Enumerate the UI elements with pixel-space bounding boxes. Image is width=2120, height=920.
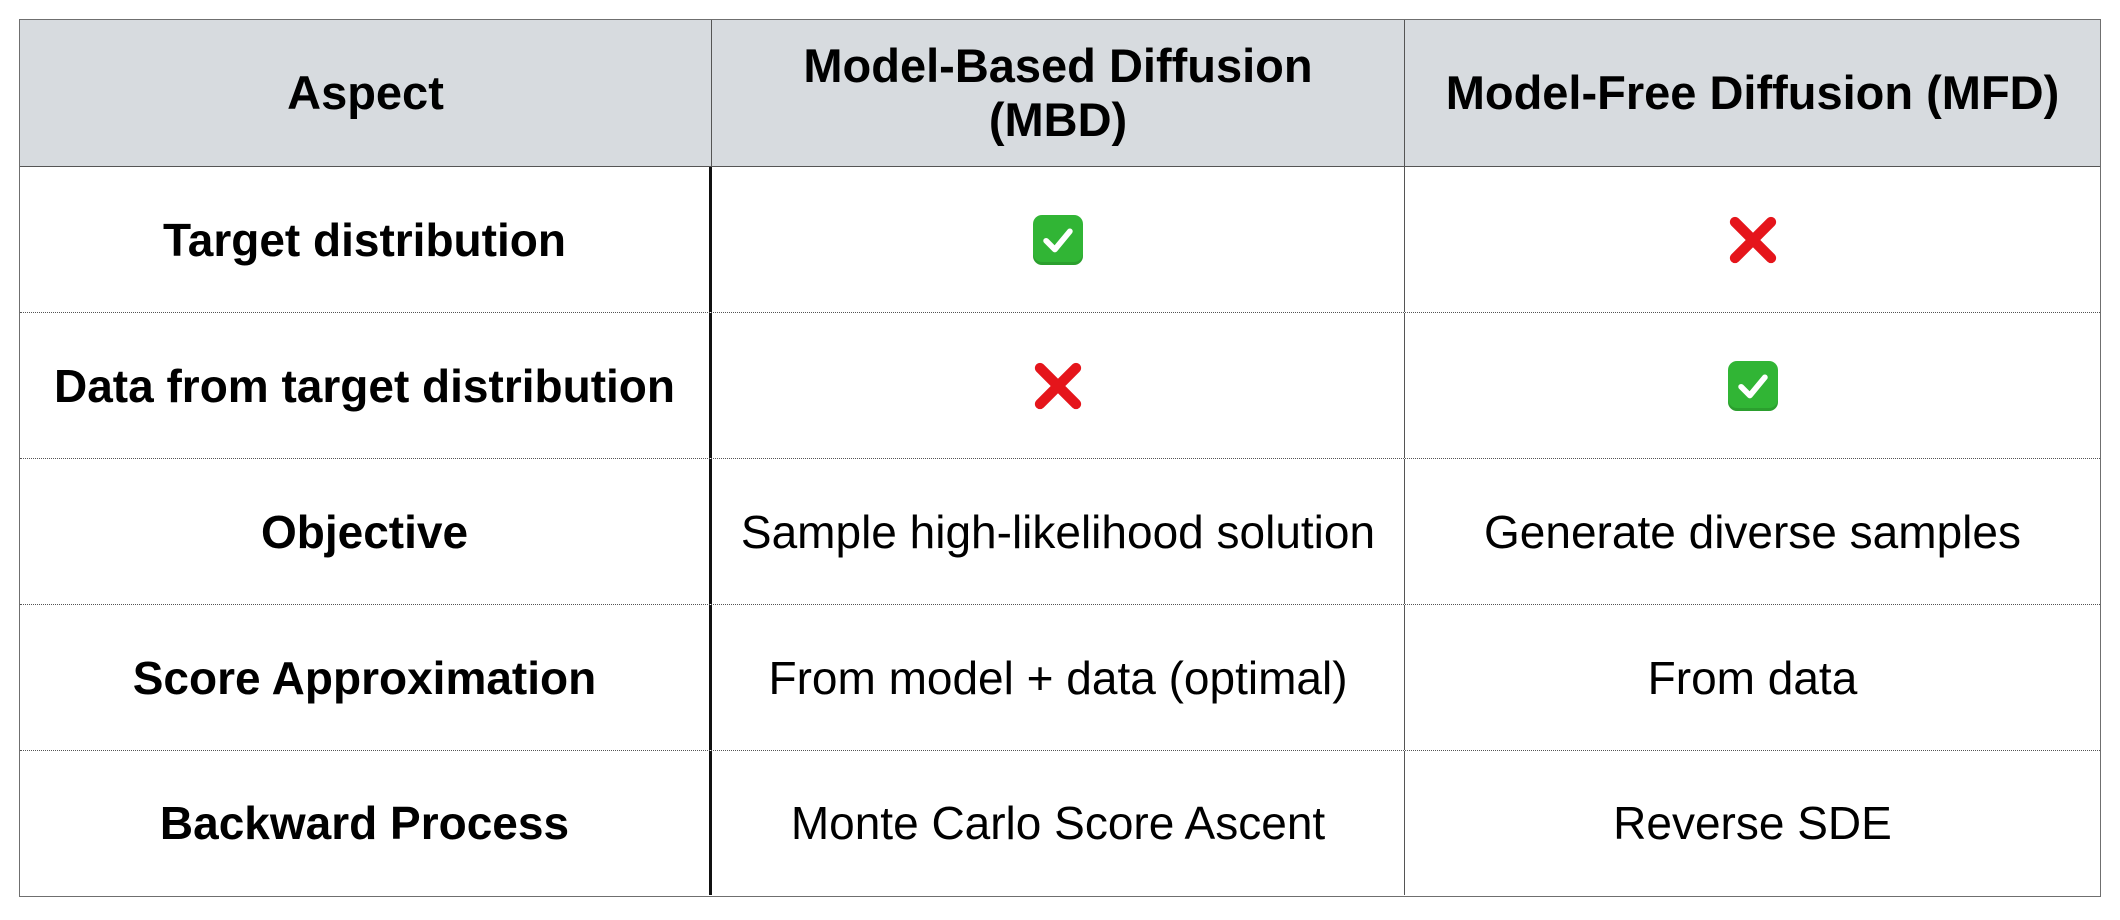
header-model-based-diffusion: Model-Based Diffusion (MBD) (712, 20, 1405, 166)
header-model-free-diffusion: Model-Free Diffusion (MFD) (1445, 66, 2060, 119)
mbd-score-approximation-cell: From model + data (optimal) (712, 605, 1405, 750)
mbd-backward-process-cell: Monte Carlo Score Ascent (712, 751, 1405, 895)
comparison-table: Aspect Model-Based Diffusion (MBD) Model… (19, 19, 2101, 897)
table-header-row: Aspect Model-Based Diffusion (MBD) Model… (20, 20, 2100, 167)
table-row: Objective Sample high-likelihood solutio… (20, 459, 2100, 605)
mbd-data-from-target-cell (712, 313, 1405, 458)
cross-mark-icon (1729, 216, 1776, 263)
header-aspect: Aspect (20, 20, 712, 166)
table-row: Backward Process Monte Carlo Score Ascen… (20, 751, 2100, 895)
cross-mark-icon (1034, 362, 1082, 409)
mbd-target-distribution-cell (712, 167, 1405, 312)
mfd-data-from-target-cell (1405, 313, 2100, 458)
row-label-backward-process: Backward Process (20, 751, 712, 895)
header-mbd-label: Model-Based Diffusion (MBD) (803, 39, 1313, 146)
mfd-objective-cell: Generate diverse samples (1484, 505, 2021, 558)
table-row: Target distribution (20, 167, 2100, 313)
row-label-objective: Objective (20, 459, 712, 604)
table-row: Data from target distribution (20, 313, 2100, 459)
mbd-objective-cell: Sample high-likelihood solution (712, 459, 1405, 604)
table-row: Score Approximation From model + data (o… (20, 605, 2100, 751)
mfd-backward-process-cell: Reverse SDE (1613, 797, 1892, 849)
check-mark-icon (1033, 214, 1083, 265)
mfd-target-distribution-cell (1405, 167, 2100, 312)
row-label-data-from-target-distribution: Data from target distribution (20, 313, 712, 458)
mfd-score-approximation-cell: From data (1647, 651, 1858, 704)
row-label-target-distribution: Target distribution (20, 167, 712, 312)
check-mark-icon (1727, 360, 1778, 411)
row-label-score-approximation: Score Approximation (20, 605, 712, 750)
